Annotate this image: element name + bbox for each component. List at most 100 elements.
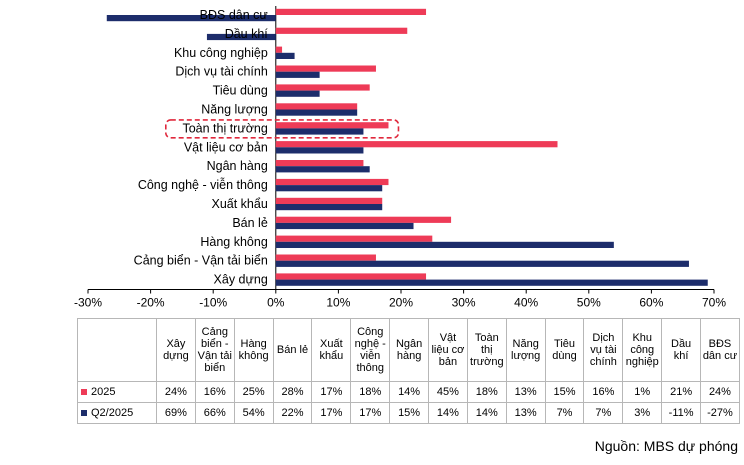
table-header-cell: Vật liệu cơ bản: [428, 318, 468, 382]
table-cell: 24%: [156, 381, 196, 403]
table-cell: 13%: [505, 381, 546, 403]
table-row-label: Q2/2025: [77, 402, 157, 424]
x-tick-label: 10%: [326, 296, 350, 310]
bar-series-q2-2025: [275, 260, 689, 267]
x-axis-tick-labels: -30% -20% -10% 0% 10% 20% 30% 40% 50% 60% 70%: [74, 296, 726, 310]
table-cell: 14%: [466, 402, 507, 424]
category-label: Dầu khí: [225, 27, 269, 41]
legend-label: Q2/2025: [91, 407, 134, 419]
bar-series-2025: [275, 235, 433, 242]
category-label: Công nghệ - viễn thông: [138, 177, 268, 192]
bar-series-2025: [275, 160, 364, 167]
x-tick-label: 50%: [577, 296, 601, 310]
x-tick-label: 20%: [389, 296, 413, 310]
x-tick-label: 0%: [267, 296, 285, 310]
bar-series-2025: [275, 65, 376, 72]
bar-series-2025: [275, 122, 389, 129]
category-label: Khu công nghiệp: [174, 46, 268, 60]
table-header-cell: Ngân hàng: [389, 318, 430, 382]
x-tick-label: 60%: [639, 296, 663, 310]
bar-series-q2-2025: [275, 185, 383, 192]
chart-bars: [106, 8, 708, 286]
table-header-cell: Cảng biển - Vận tải biển: [194, 318, 235, 382]
bar-series-2025: [275, 27, 408, 34]
bar-series-q2-2025: [275, 166, 370, 173]
bar-series-2025: [275, 46, 283, 53]
category-label: Tiêu dùng: [213, 84, 268, 98]
bar-series-2025: [275, 141, 558, 148]
legend-label: 2025: [91, 386, 116, 398]
bar-series-2025: [275, 8, 427, 15]
category-label: Cảng biển - Vận tải biển: [134, 254, 268, 268]
category-label: Dịch vụ tài chính: [175, 65, 267, 79]
table-header-cell: Tiêu dùng: [544, 318, 585, 382]
table-cell: -11%: [661, 402, 702, 424]
table-row: Q2/2025 69% 66% 54% 22% 17% 17% 15% 14% 14% 13% 7% 7…: [77, 402, 740, 424]
table-cell: 16%: [194, 381, 235, 403]
table-cell: 3%: [622, 402, 663, 424]
table-cell: 25%: [233, 381, 274, 403]
x-tick-label: 30%: [452, 296, 476, 310]
category-labels: BĐS dân cư Dầu khí Khu công nghiệp Dịch vụ …: [134, 8, 269, 287]
bar-series-q2-2025: [275, 241, 614, 248]
category-label: Năng lượng: [201, 103, 268, 117]
category-label: Vật liệu cơ bản: [184, 140, 268, 154]
source-note: Nguồn: MBS dự phóng: [594, 438, 738, 454]
category-label: Xuất khẩu: [212, 197, 268, 211]
table-header-cell: Khu công nghiệp: [622, 318, 663, 382]
table-corner-cell: [77, 318, 157, 382]
x-tick-label: -20%: [137, 296, 165, 310]
table-header-cell: Xây dựng: [156, 318, 196, 382]
x-tick-label: -10%: [199, 296, 227, 310]
table-cell: 7%: [544, 402, 585, 424]
x-tick-label: 70%: [702, 296, 726, 310]
bar-series-q2-2025: [275, 128, 364, 135]
table-cell: 54%: [233, 402, 274, 424]
table-header-cell: BĐS dân cư: [700, 318, 740, 382]
bar-series-2025: [275, 103, 358, 110]
table-row-label: 2025: [77, 381, 157, 403]
bar-series-q2-2025: [106, 15, 276, 22]
bar-series-q2-2025: [275, 222, 414, 230]
table-cell: 45%: [428, 381, 468, 403]
table-cell: 21%: [661, 381, 702, 403]
bar-series-q2-2025: [275, 279, 708, 286]
bar-series-q2-2025: [275, 52, 295, 59]
table-cell: 22%: [272, 402, 313, 424]
table-cell: 17%: [311, 402, 352, 424]
table-header-row: Xây dựng Cảng biển - Vận tải biển Hàng khô…: [77, 318, 740, 382]
category-label: BĐS dân cư: [200, 8, 268, 22]
table-cell: 16%: [583, 381, 624, 403]
bar-series-q2-2025: [206, 33, 276, 41]
data-table: Xây dựng Cảng biển - Vận tải biển Hàng khô…: [77, 318, 740, 424]
x-tick-label: -30%: [74, 296, 102, 310]
table-header-cell: Toàn thị trường: [466, 318, 507, 382]
table-header-cell: Xuất khẩu: [311, 318, 352, 382]
category-label: Toàn thị trường: [182, 121, 267, 135]
table-cell: 14%: [389, 381, 430, 403]
table-cell: 28%: [272, 381, 313, 403]
legend-swatch: [81, 410, 87, 417]
category-label: Xây dựng: [214, 273, 268, 287]
bar-series-2025: [275, 216, 452, 223]
highlight-box-total-market: [165, 119, 400, 139]
bar-chart: BĐS dân cư Dầu khí Khu công nghiệp Dịch vụ …: [74, 6, 726, 310]
table-header-cell: Dầu khí: [661, 318, 702, 382]
category-label: Hàng không: [200, 235, 267, 249]
table-row: 2025 24% 16% 25% 28% 17% 18% 14% 45% 18% 13% 15% 16%…: [77, 381, 740, 403]
bar-series-q2-2025: [275, 147, 364, 154]
table-cell: -27%: [700, 402, 740, 424]
x-tick-label: 40%: [514, 296, 538, 310]
table-cell: 66%: [194, 402, 235, 424]
category-label: Bán lẻ: [232, 216, 267, 230]
table-cell: 14%: [428, 402, 468, 424]
table-cell: 18%: [466, 381, 507, 403]
table-cell: 18%: [350, 381, 391, 403]
bar-series-2025: [275, 178, 389, 186]
legend-swatch: [81, 389, 87, 396]
table-header-cell: Năng lượng: [505, 318, 546, 382]
table-cell: 7%: [583, 402, 624, 424]
table-cell: 17%: [311, 381, 352, 403]
table-header-cell: Hàng không: [233, 318, 274, 382]
bar-series-2025: [275, 273, 427, 280]
